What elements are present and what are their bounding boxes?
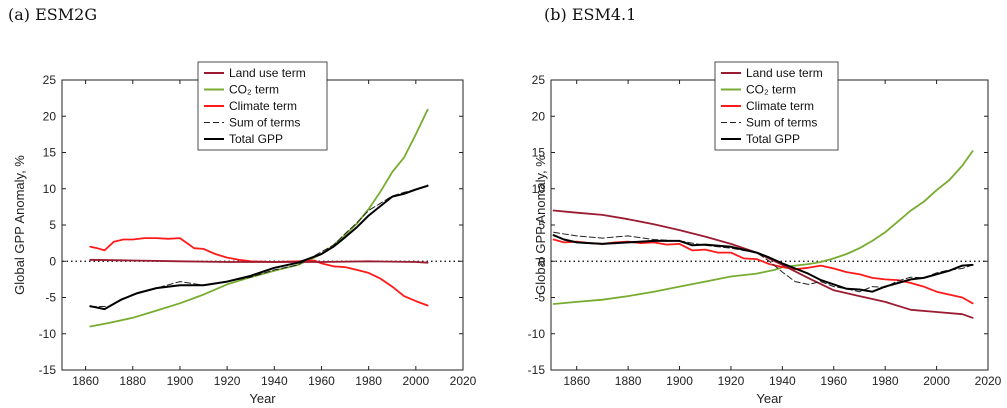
legend-label: Land use term xyxy=(229,66,306,80)
x-tick-label: 1960 xyxy=(820,374,847,388)
x-tick-label: 1860 xyxy=(72,374,99,388)
y-tick-label: 0 xyxy=(49,254,56,268)
x-tick-label: 1980 xyxy=(355,374,382,388)
y-tick-label: 15 xyxy=(43,146,57,160)
legend-label: Land use term xyxy=(746,66,823,80)
x-tick-label: 2000 xyxy=(402,374,429,388)
legend-label: Climate term xyxy=(746,99,814,113)
series-line-sum-of-terms xyxy=(553,231,974,293)
legend-label: CO₂ term xyxy=(229,83,279,97)
x-tick-label: 1980 xyxy=(872,374,899,388)
y-tick-label: 15 xyxy=(532,146,546,160)
x-tick-label: 1940 xyxy=(769,374,796,388)
y-tick-label: 5 xyxy=(49,218,56,232)
series-line-climate-term xyxy=(89,237,429,307)
legend-label: Climate term xyxy=(229,99,297,113)
y-tick-label: -10 xyxy=(528,327,546,341)
series-line-total-gpp xyxy=(552,234,974,293)
series-line-sum-of-terms xyxy=(89,184,429,308)
panel-title: (a) ESM2G xyxy=(8,5,97,24)
y-tick-label: 20 xyxy=(532,109,546,123)
series-line-co-term xyxy=(89,108,429,328)
series-line-total-gpp xyxy=(89,184,429,311)
x-tick-label: 1940 xyxy=(261,374,288,388)
x-tick-label: 1920 xyxy=(214,374,241,388)
x-tick-label: 1920 xyxy=(718,374,745,388)
x-tick-label: 1880 xyxy=(119,374,146,388)
legend: Land use term CO₂ term Climate term Sum of … xyxy=(197,61,328,151)
y-tick-label: 5 xyxy=(538,218,545,232)
y-tick-label: -10 xyxy=(39,327,57,341)
x-axis-label: Year xyxy=(756,391,783,406)
series-line-land-use-term xyxy=(552,209,974,319)
series-line-land-use-term xyxy=(89,258,429,264)
x-tick-label: 1960 xyxy=(308,374,335,388)
x-tick-label: 1900 xyxy=(666,374,693,388)
y-tick-label: 0 xyxy=(538,254,545,268)
legend-label: Sum of terms xyxy=(229,116,300,130)
legend: Land use term CO₂ term Climate term Sum of … xyxy=(714,61,839,151)
y-tick-label: 20 xyxy=(43,109,57,123)
legend-label: Total GPP xyxy=(746,132,800,146)
y-tick-label: 10 xyxy=(43,182,57,196)
y-tick-label: -15 xyxy=(528,363,546,377)
y-axis-label: Global GPP Anomaly, % xyxy=(12,155,27,295)
x-tick-label: 2020 xyxy=(975,374,1002,388)
panel-title: (b) ESM4.1 xyxy=(544,5,636,24)
y-tick-label: -5 xyxy=(534,291,545,305)
y-tick-label: -15 xyxy=(39,363,57,377)
legend-label: Sum of terms xyxy=(746,116,817,130)
y-tick-label: -5 xyxy=(45,291,56,305)
x-tick-label: 1880 xyxy=(615,374,642,388)
panel-b: (b) ESM4.1 1860 1880 1900 1920 1940 1960 1980 20… xyxy=(528,5,1002,406)
y-axis-label: Global GPP Anomaly, % xyxy=(533,155,548,295)
y-tick-label: 25 xyxy=(43,73,57,87)
x-tick-label: 2020 xyxy=(450,374,477,388)
x-tick-label: 1860 xyxy=(563,374,590,388)
y-tick-label: 25 xyxy=(532,73,546,87)
x-tick-label: 1900 xyxy=(167,374,194,388)
x-tick-label: 2000 xyxy=(923,374,950,388)
x-axis-label: Year xyxy=(249,391,276,406)
y-tick-label: 10 xyxy=(532,182,546,196)
series-line-co-term xyxy=(552,150,974,305)
legend-label: Total GPP xyxy=(229,132,283,146)
legend-label: CO₂ term xyxy=(746,83,796,97)
